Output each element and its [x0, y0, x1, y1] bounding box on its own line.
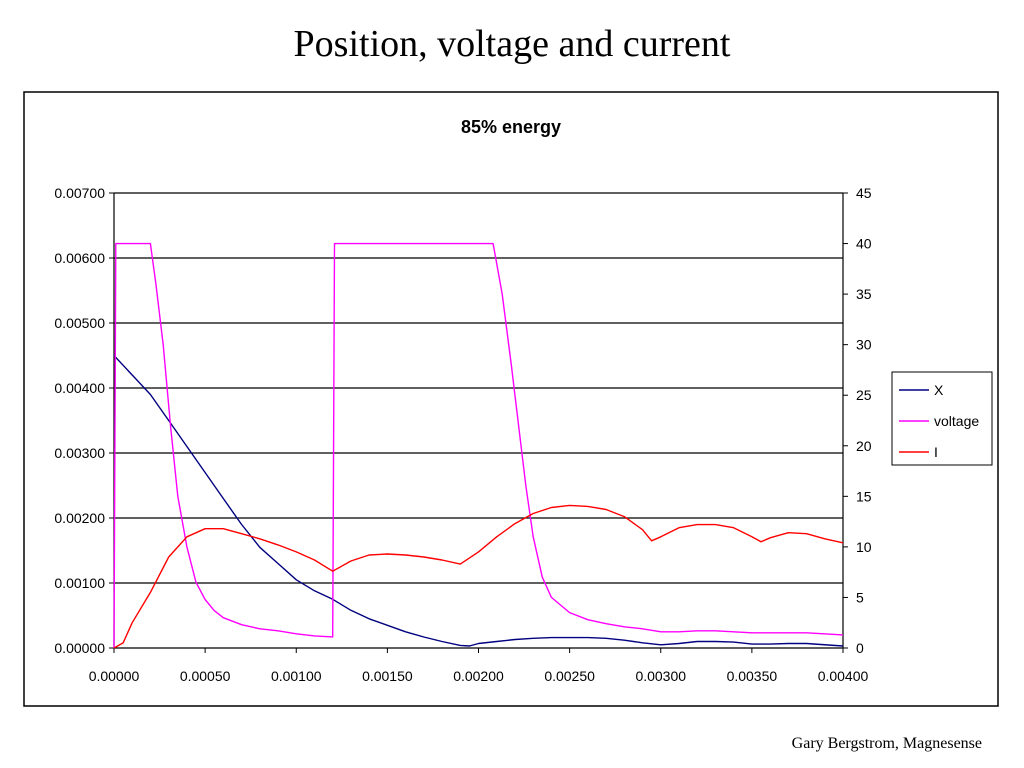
y2-tick-label: 40: [856, 236, 872, 252]
y-tick-label: 0.00400: [54, 380, 105, 396]
legend-label: I: [934, 444, 938, 460]
slide-title: Position, voltage and current: [293, 23, 731, 65]
y2-tick-label: 15: [856, 488, 872, 504]
footer-credit: Gary Bergstrom, Magnesense: [791, 735, 982, 752]
x-tick-label: 0.00350: [727, 668, 778, 684]
x-tick-label: 0.00300: [635, 668, 686, 684]
y2-tick-label: 5: [856, 589, 864, 605]
x-tick-label: 0.00050: [180, 668, 231, 684]
y-tick-label: 0.00500: [54, 315, 105, 331]
y-tick-label: 0.00200: [54, 510, 105, 526]
legend-box: [891, 371, 993, 466]
y-tick-label: 0.00600: [54, 250, 105, 266]
y2-tick-label: 25: [856, 387, 872, 403]
y-tick-label: 0.00700: [54, 185, 105, 201]
chart-frame: [23, 91, 999, 707]
x-tick-label: 0.00250: [544, 668, 595, 684]
y-tick-label: 0.00000: [54, 640, 105, 656]
x-tick-label: 0.00150: [362, 668, 413, 684]
series-lines: [113, 242, 844, 649]
x-tick-label: 0.00200: [453, 668, 504, 684]
y2-tick-label: 45: [856, 185, 872, 201]
y2-tick-label: 20: [856, 438, 872, 454]
grid: [114, 192, 843, 584]
legend-label: voltage: [934, 413, 979, 429]
y2-tick-label: 0: [856, 640, 864, 656]
axes: 0.00000 0.00100 0.00200 0.00300 0.00400 0.005…: [54, 185, 871, 684]
y2-tick-label: 35: [856, 286, 872, 302]
y2-tick-label: 10: [856, 539, 872, 555]
series-line-x: [113, 355, 844, 647]
y2-tick-label: 30: [856, 337, 872, 353]
y-tick-label: 0.00300: [54, 445, 105, 461]
y-tick-label: 0.00100: [54, 575, 105, 591]
x-tick-label: 0.00100: [271, 668, 322, 684]
series-line-i: [113, 504, 844, 649]
x-tick-label: 0.00000: [89, 668, 140, 684]
legend-label: X: [934, 382, 944, 398]
chart-title: 85% energy: [461, 117, 561, 137]
x-tick-label: 0.00400: [818, 668, 869, 684]
